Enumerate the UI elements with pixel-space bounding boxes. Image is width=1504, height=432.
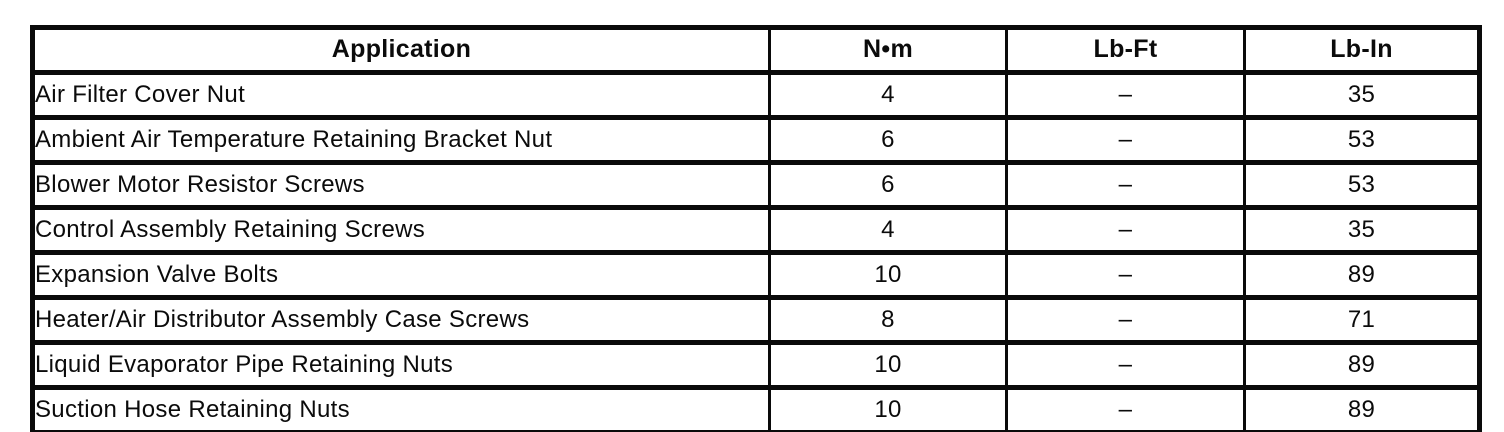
column-header-lbft: Lb-Ft [1005,25,1246,75]
lbin-value-cell: 71 [1243,295,1481,345]
nm-value-cell: 6 [768,160,1008,210]
table-body: Air Filter Cover Nut 4 – 35 Ambient Air … [31,70,1481,432]
lbft-value-cell: – [1005,295,1246,345]
column-header-nm: N•m [768,25,1008,75]
table-row: Ambient Air Temperature Retaining Bracke… [31,115,1481,165]
nm-value-cell: 4 [768,70,1008,120]
application-cell: Blower Motor Resistor Screws [31,160,771,210]
table-row: Heater/Air Distributor Assembly Case Scr… [31,295,1481,345]
lbin-value-cell: 35 [1243,205,1481,255]
lbin-value-cell: 89 [1243,340,1481,390]
nm-value-cell: 10 [768,340,1008,390]
nm-value-cell: 6 [768,115,1008,165]
lbin-value-cell: 89 [1243,250,1481,300]
lbft-value-cell: – [1005,340,1246,390]
lbin-value-cell: 89 [1243,385,1481,432]
torque-specifications-table: Application N•m Lb-Ft Lb-In Air Filter C… [30,25,1482,432]
table-row: Blower Motor Resistor Screws 6 – 53 [31,160,1481,210]
application-cell: Suction Hose Retaining Nuts [31,385,771,432]
application-cell: Air Filter Cover Nut [31,70,771,120]
lbft-value-cell: – [1005,385,1246,432]
table-row: Suction Hose Retaining Nuts 10 – 89 [31,385,1481,432]
table-row: Expansion Valve Bolts 10 – 89 [31,250,1481,300]
table-row: Air Filter Cover Nut 4 – 35 [31,70,1481,120]
lbin-value-cell: 35 [1243,70,1481,120]
lbft-value-cell: – [1005,250,1246,300]
application-cell: Heater/Air Distributor Assembly Case Scr… [31,295,771,345]
column-header-lbin: Lb-In [1243,25,1481,75]
application-cell: Liquid Evaporator Pipe Retaining Nuts [31,340,771,390]
nm-value-cell: 10 [768,385,1008,432]
table-header: Application N•m Lb-Ft Lb-In [31,25,1481,75]
nm-value-cell: 4 [768,205,1008,255]
table-row: Control Assembly Retaining Screws 4 – 35 [31,205,1481,255]
table-row: Liquid Evaporator Pipe Retaining Nuts 10… [31,340,1481,390]
nm-value-cell: 10 [768,250,1008,300]
lbft-value-cell: – [1005,205,1246,255]
lbft-value-cell: – [1005,115,1246,165]
lbin-value-cell: 53 [1243,115,1481,165]
lbft-value-cell: – [1005,160,1246,210]
application-cell: Control Assembly Retaining Screws [31,205,771,255]
column-header-application: Application [31,25,771,75]
lbft-value-cell: – [1005,70,1246,120]
header-row: Application N•m Lb-Ft Lb-In [31,25,1481,75]
application-cell: Ambient Air Temperature Retaining Bracke… [31,115,771,165]
nm-value-cell: 8 [768,295,1008,345]
application-cell: Expansion Valve Bolts [31,250,771,300]
lbin-value-cell: 53 [1243,160,1481,210]
